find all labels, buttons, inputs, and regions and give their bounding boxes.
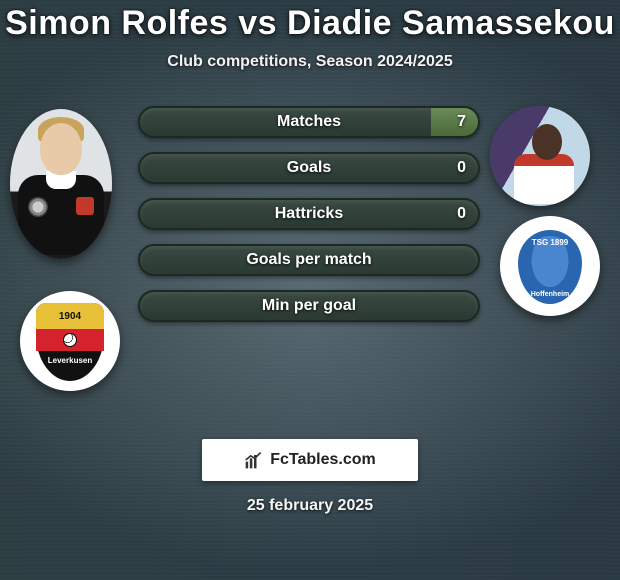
right-club-text-top: TSG 1899 — [500, 238, 600, 248]
bar-label: Goals — [140, 154, 478, 182]
ball-icon — [63, 333, 77, 347]
brand-text: FcTables.com — [270, 451, 376, 469]
left-club-crest: 1904 Leverkusen — [20, 291, 120, 391]
brand-box: FcTables.com — [202, 439, 418, 481]
right-club-crest: TSG 1899 Hoffenheim — [500, 216, 600, 316]
bar-value-right: 0 — [457, 200, 466, 228]
page-title: Simon Rolfes vs Diadie Samassekou — [5, 4, 615, 43]
bar-value-right: 7 — [457, 108, 466, 136]
bar-label: Goals per match — [140, 246, 478, 274]
content-root: Simon Rolfes vs Diadie Samassekou Club c… — [0, 0, 620, 580]
stat-bar: Matches7 — [138, 106, 480, 138]
page-subtitle: Club competitions, Season 2024/2025 — [167, 53, 452, 71]
right-player-avatar — [490, 106, 590, 206]
left-club-year: 1904 — [36, 303, 104, 329]
comparison-arena: 1904 Leverkusen TSG 1899 Hoffenheim Matc… — [0, 101, 620, 391]
brand-logo-icon — [244, 450, 264, 470]
stat-bar: Min per goal — [138, 290, 480, 322]
stat-bars: Matches7Goals0Hattricks0Goals per matchM… — [138, 106, 480, 322]
bar-label: Min per goal — [140, 292, 478, 320]
stat-bar: Hattricks0 — [138, 198, 480, 230]
bar-label: Matches — [140, 108, 478, 136]
bar-label: Hattricks — [140, 200, 478, 228]
date-text: 25 february 2025 — [247, 497, 373, 515]
left-club-name: Leverkusen — [36, 351, 104, 369]
stat-bar: Goals0 — [138, 152, 480, 184]
right-club-text-bottom: Hoffenheim — [500, 291, 600, 298]
left-player-avatar — [10, 109, 112, 259]
stat-bar: Goals per match — [138, 244, 480, 276]
bar-value-right: 0 — [457, 154, 466, 182]
